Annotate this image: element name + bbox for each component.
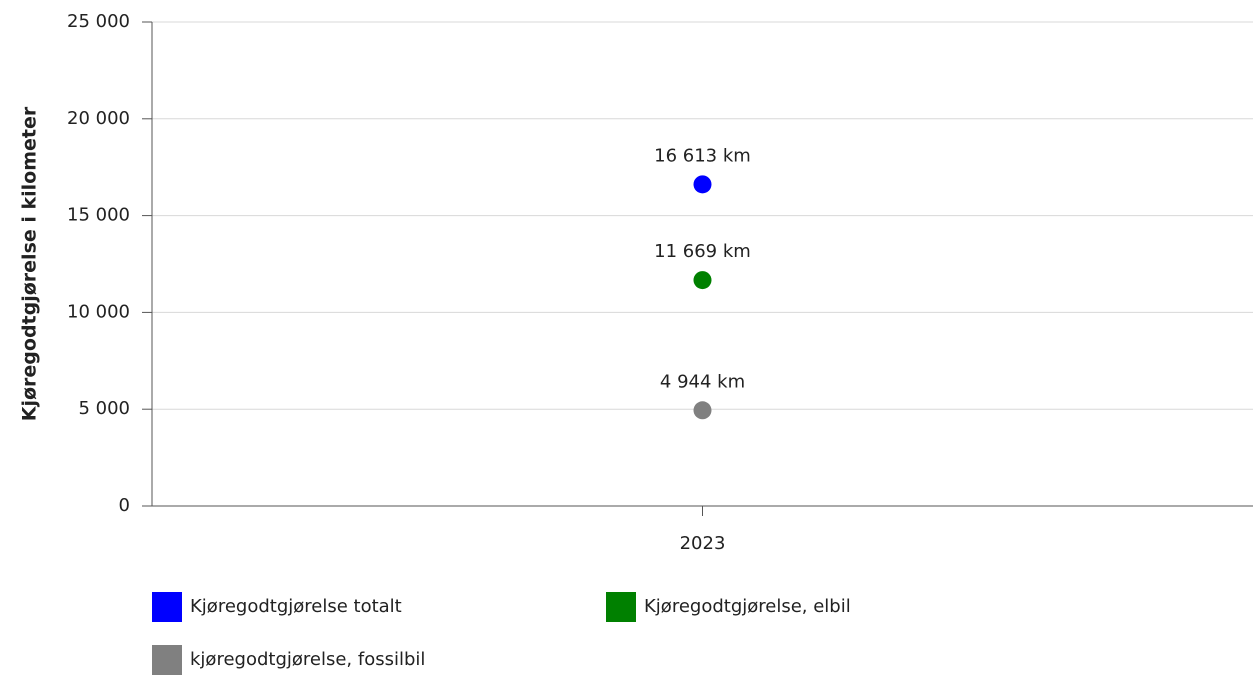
y-tick-label: 25 000: [67, 11, 130, 32]
y-tick-label: 10 000: [67, 301, 130, 322]
legend-swatch: [152, 592, 182, 622]
legend-label: kjøregodtgjørelse, fossilbil: [190, 649, 425, 670]
data-label: 4 944 km: [660, 371, 745, 392]
data-label: 11 669 km: [654, 241, 751, 262]
y-tick-label: 0: [119, 495, 130, 516]
y-tick-label: 15 000: [67, 205, 130, 226]
legend-swatch: [152, 645, 182, 675]
data-point: [693, 175, 712, 194]
data-point: [693, 401, 712, 420]
data-label: 16 613 km: [654, 145, 751, 166]
x-tick-label: 2023: [680, 533, 726, 554]
y-tick-label: 20 000: [67, 108, 130, 129]
data-point: [693, 271, 712, 290]
legend-label: Kjøregodtgjørelse totalt: [190, 596, 402, 617]
legend-swatch: [606, 592, 636, 622]
y-axis-title: Kjøregodtgjørelse i kilometer: [19, 106, 41, 421]
y-tick-label: 5 000: [78, 398, 130, 419]
legend-label: Kjøregodtgjørelse, elbil: [644, 596, 851, 617]
